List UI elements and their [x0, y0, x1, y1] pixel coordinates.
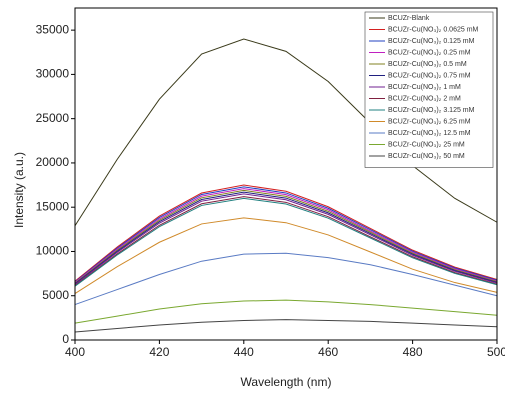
y-tick-label: 35000 — [36, 22, 70, 36]
x-tick-label: 440 — [234, 345, 254, 359]
x-tick-label: 400 — [65, 345, 85, 359]
legend-label: BCUZr-Cu(NO₃)₂ 3.125 mM — [388, 107, 475, 114]
y-tick-label: 0 — [62, 332, 69, 346]
x-tick-label: 420 — [149, 345, 169, 359]
series-line — [74, 299, 498, 324]
series-line — [74, 197, 498, 287]
legend-label: BCUZr-Blank — [388, 15, 430, 22]
legend-label: BCUZr-Cu(NO₃)₂ 0.0625 mM — [388, 26, 479, 33]
legend-label: BCUZr-Cu(NO₃)₂ 0.25 mM — [388, 49, 471, 56]
series-line — [74, 319, 498, 333]
series-line — [74, 191, 498, 285]
y-tick-label: 15000 — [36, 199, 70, 213]
plot-frame — [74, 7, 498, 341]
y-tick-label: 10000 — [36, 244, 70, 258]
series-line — [74, 186, 498, 283]
series-line — [74, 188, 498, 283]
series-line — [74, 184, 498, 282]
x-axis-label: Wavelength (nm) — [241, 375, 332, 389]
legend-label: BCUZr-Cu(NO₃)₂ 12.5 mM — [388, 130, 471, 137]
y-tick-label: 20000 — [36, 155, 70, 169]
x-tick-label: 500 — [487, 345, 505, 359]
legend-label: BCUZr-Cu(NO₃)₂ 0.75 mM — [388, 72, 471, 79]
y-tick-label: 5000 — [42, 288, 69, 302]
series-line — [74, 252, 498, 306]
legend-label: BCUZr-Cu(NO₃)₂ 0.125 mM — [388, 38, 475, 45]
legend-label: BCUZr-Cu(NO₃)₂ 0.5 mM — [388, 61, 467, 68]
y-axis-label: Intensity (a.u.) — [12, 152, 26, 228]
legend-box — [364, 11, 494, 168]
legend-label: BCUZr-Cu(NO₃)₂ 1 mM — [388, 84, 461, 91]
legend-label: BCUZr-Cu(NO₃)₂ 25 mM — [388, 141, 465, 148]
series-line — [74, 196, 498, 286]
legend-label: BCUZr-Cu(NO₃)₂ 2 mM — [388, 95, 461, 102]
x-tick-label: 480 — [403, 345, 423, 359]
series-line — [74, 189, 498, 284]
legend-label: BCUZr-Cu(NO₃)₂ 6.25 mM — [388, 118, 471, 125]
y-tick-label: 25000 — [36, 111, 70, 125]
y-tick-label: 30000 — [36, 67, 70, 81]
legend-label: BCUZr-Cu(NO₃)₂ 50 mM — [388, 153, 465, 160]
series-line — [74, 193, 498, 285]
series-line — [74, 38, 498, 227]
series-line — [74, 217, 498, 295]
x-tick-label: 460 — [318, 345, 338, 359]
